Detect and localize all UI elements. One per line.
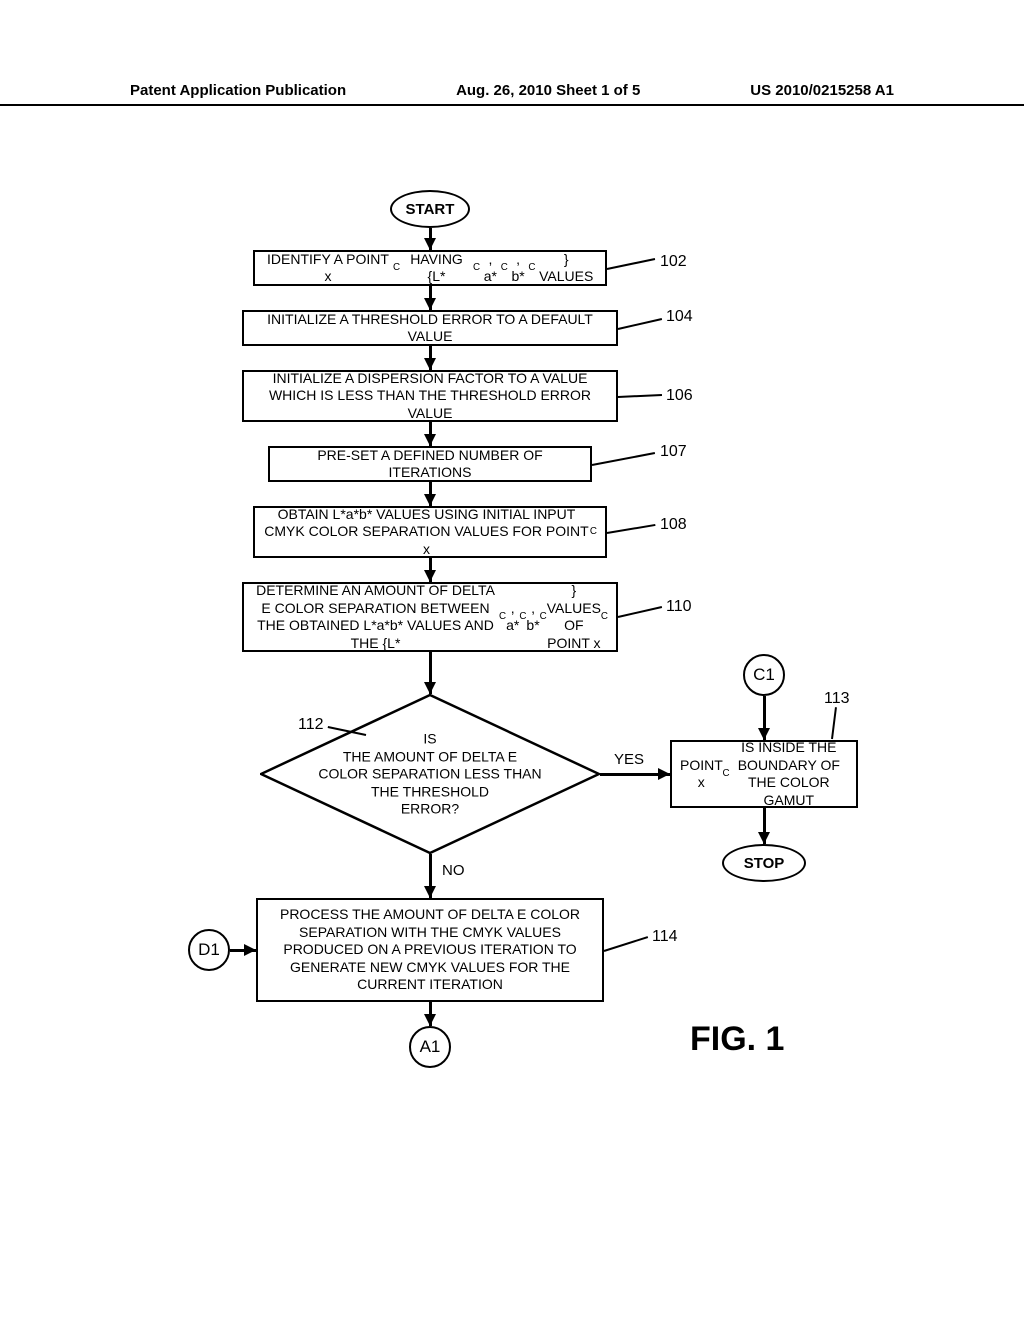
figure-label: FIG. 1 <box>690 1020 784 1059</box>
node-n102: IDENTIFY A POINT xC HAVING {L*C, a*C, b*… <box>253 250 607 286</box>
arrow-head <box>424 298 436 310</box>
arrow-head <box>424 434 436 446</box>
node-n110: DETERMINE AN AMOUNT OF DELTA E COLOR SEP… <box>242 582 618 652</box>
node-stop: STOP <box>722 844 806 882</box>
leader-line <box>604 936 649 952</box>
header-right: US 2010/0215258 A1 <box>750 82 894 99</box>
ref-num-113: 113 <box>824 690 850 708</box>
arrow-head <box>658 768 670 780</box>
edge-label: NO <box>442 862 465 879</box>
node-c1: C1 <box>743 654 785 696</box>
arrow-head <box>244 944 256 956</box>
leader-line <box>592 452 655 466</box>
node-start: START <box>390 190 470 228</box>
arrow-head <box>424 238 436 250</box>
arrow-head <box>424 358 436 370</box>
node-n107: PRE-SET A DEFINED NUMBER OF ITERATIONS <box>268 446 592 482</box>
arrow-head <box>424 886 436 898</box>
leader-line <box>618 318 662 330</box>
leader-line <box>607 524 655 534</box>
ref-num-112: 112 <box>298 716 324 734</box>
header-left: Patent Application Publication <box>130 82 346 99</box>
node-a1: A1 <box>409 1026 451 1068</box>
node-d1: D1 <box>188 929 230 971</box>
ref-num-106: 106 <box>666 387 693 405</box>
node-n106: INITIALIZE A DISPERSION FACTOR TO A VALU… <box>242 370 618 422</box>
ref-num-114: 114 <box>652 928 678 946</box>
node-n114: PROCESS THE AMOUNT OF DELTA E COLOR SEPA… <box>256 898 604 1002</box>
leader-line <box>831 707 837 739</box>
node-n108: OBTAIN L*a*b* VALUES USING INITIAL INPUT… <box>253 506 607 558</box>
ref-num-107: 107 <box>660 443 687 461</box>
ref-num-104: 104 <box>666 308 693 326</box>
header-center: Aug. 26, 2010 Sheet 1 of 5 <box>456 82 640 99</box>
flowchart-diagram: YES NO START IDENTIFY A POINT xC HAVING {L*… <box>0 150 1024 1250</box>
ref-num-102: 102 <box>660 253 687 271</box>
ref-num-110: 110 <box>666 598 692 616</box>
ref-num-108: 108 <box>660 516 687 534</box>
arrow-head <box>424 682 436 694</box>
leader-line <box>618 394 662 398</box>
node-n104: INITIALIZE A THRESHOLD ERROR TO A DEFAUL… <box>242 310 618 346</box>
edge-label: YES <box>614 751 644 768</box>
leader-line <box>607 258 655 270</box>
arrow-head <box>424 1014 436 1026</box>
arrow-head <box>424 570 436 582</box>
header-rule <box>0 104 1024 106</box>
leader-line <box>618 606 662 618</box>
arrow-head <box>424 494 436 506</box>
arrow-head <box>758 832 770 844</box>
page-header: Patent Application Publication Aug. 26, … <box>0 82 1024 99</box>
node-n113: POINT xC IS INSIDE THE BOUNDARY OF THE C… <box>670 740 858 808</box>
